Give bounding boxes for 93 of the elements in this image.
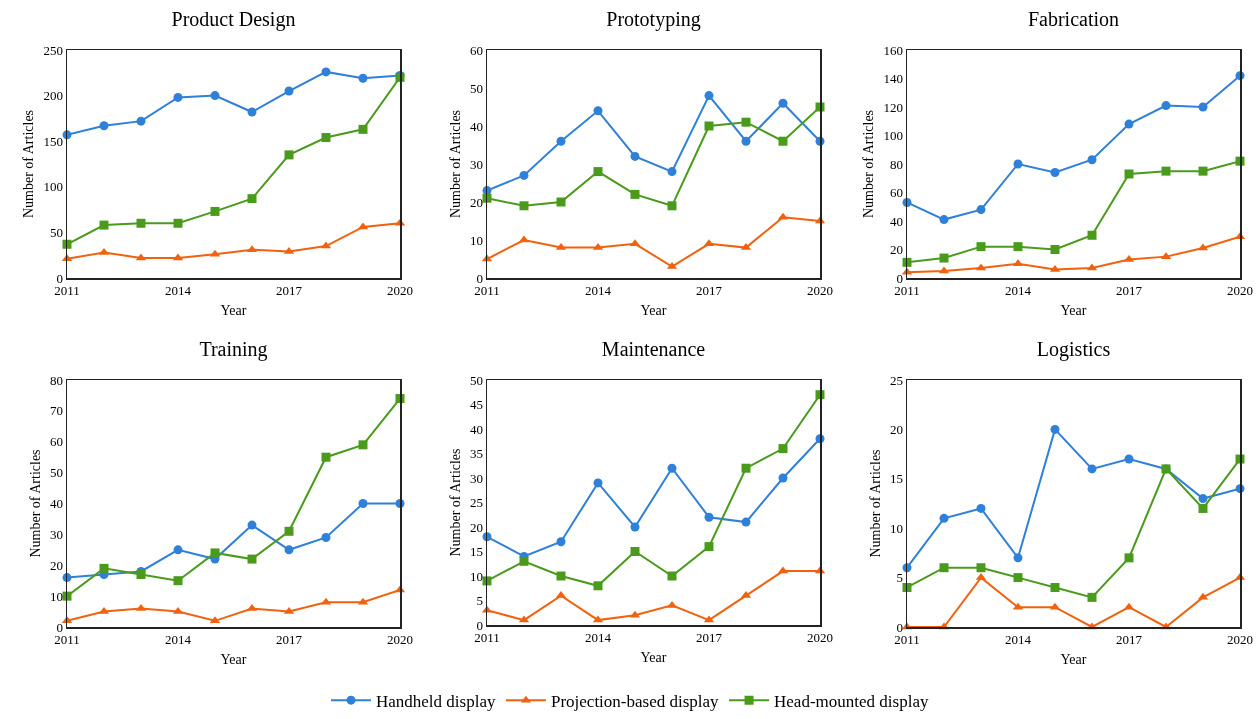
x-axis-title: Year [220, 652, 247, 668]
y-tick-label: 10 [469, 568, 483, 584]
y-tick-label: 50 [49, 224, 63, 240]
x-tick-label: 2017 [276, 283, 303, 299]
y-tick-label: 20 [469, 194, 483, 210]
y-tick-label: 10 [889, 520, 903, 536]
x-tick-label: 2017 [1116, 283, 1143, 299]
y-tick-label: 70 [49, 403, 63, 419]
x-tick-label: 2020 [387, 632, 413, 648]
y-tick-label: 200 [43, 88, 63, 104]
y-tick-label: 250 [43, 42, 63, 58]
y-tick-label: 0 [896, 270, 903, 286]
y-tick-label: 150 [43, 133, 63, 149]
y-axis-title: Number of Articles [21, 109, 37, 219]
y-tick-label: 15 [889, 471, 903, 487]
x-tick-label: 2020 [807, 630, 833, 646]
y-tick-label: 10 [49, 588, 63, 604]
legend-label: Handheld display [376, 691, 496, 711]
x-axis-title: Year [1060, 303, 1087, 319]
y-tick-label: 40 [469, 118, 483, 134]
legend-label: Projection-based display [550, 691, 720, 711]
chart-title: Maintenance [601, 338, 706, 360]
y-tick-label: 100 [43, 179, 63, 195]
y-tick-label: 25 [469, 495, 483, 511]
chart-title: Logistics [1036, 338, 1111, 361]
legend-label: Head-mounted display [774, 691, 929, 711]
y-tick-label: 120 [883, 99, 903, 115]
y-tick-label: 100 [883, 128, 903, 144]
x-tick-label: 2020 [387, 283, 413, 299]
y-tick-label: 40 [889, 213, 903, 229]
y-tick-label: 25 [889, 372, 903, 388]
y-tick-label: 140 [883, 71, 903, 87]
x-axis-title: Year [220, 303, 247, 319]
y-tick-label: 0 [476, 617, 483, 633]
y-tick-label: 20 [469, 519, 483, 535]
y-axis-title: Number of Articles [27, 449, 43, 558]
x-tick-label: 2011 [54, 632, 80, 648]
y-axis-title: Number of Articles [867, 449, 883, 558]
y-tick-label: 30 [469, 156, 483, 172]
y-axis-title: Number of Articles [861, 109, 877, 219]
y-tick-label: 80 [49, 372, 63, 388]
y-tick-label: 10 [469, 232, 483, 248]
x-tick-label: 2014 [165, 632, 192, 648]
x-tick-label: 2014 [1005, 632, 1032, 648]
chart-title: Fabrication [1027, 8, 1120, 30]
x-tick-label: 2011 [894, 632, 920, 648]
x-axis-title: Year [640, 650, 667, 666]
x-tick-label: 2017 [696, 283, 723, 299]
y-tick-label: 15 [469, 544, 483, 560]
y-tick-label: 20 [49, 557, 63, 573]
y-tick-label: 30 [49, 526, 63, 542]
y-tick-label: 30 [469, 470, 483, 486]
y-tick-label: 35 [469, 446, 483, 462]
y-tick-label: 0 [56, 619, 63, 635]
x-axis-title: Year [1060, 652, 1087, 668]
x-tick-label: 2020 [807, 283, 833, 299]
x-tick-label: 2014 [1005, 283, 1032, 299]
x-tick-label: 2017 [1116, 632, 1143, 648]
y-tick-label: 40 [49, 496, 63, 512]
x-tick-label: 2020 [1227, 632, 1253, 648]
x-tick-label: 2014 [585, 630, 612, 646]
y-axis-title: Number of Articles [447, 448, 463, 557]
y-tick-label: 80 [889, 156, 903, 172]
y-tick-label: 40 [469, 421, 483, 437]
y-tick-label: 60 [889, 185, 903, 201]
y-tick-label: 60 [469, 42, 483, 58]
x-tick-label: 2011 [54, 283, 80, 299]
chart-title: Prototyping [606, 8, 701, 31]
y-tick-label: 0 [56, 270, 63, 286]
y-tick-label: 5 [476, 593, 483, 609]
y-tick-label: 0 [896, 619, 903, 635]
x-tick-label: 2011 [894, 283, 920, 299]
y-tick-label: 50 [469, 80, 483, 96]
x-tick-label: 2014 [585, 283, 612, 299]
y-tick-label: 60 [49, 434, 63, 450]
y-tick-label: 50 [469, 372, 483, 388]
y-axis-title: Number of Articles [447, 109, 463, 219]
y-tick-label: 20 [889, 421, 903, 437]
x-axis-title: Year [640, 303, 667, 319]
y-tick-label: 160 [883, 42, 903, 58]
y-tick-label: 5 [896, 570, 903, 586]
y-tick-label: 20 [889, 242, 903, 258]
y-tick-label: 45 [469, 397, 483, 413]
x-tick-label: 2017 [696, 630, 723, 646]
x-tick-label: 2020 [1227, 283, 1253, 299]
y-tick-label: 50 [49, 465, 63, 481]
x-tick-label: 2017 [276, 632, 303, 648]
x-tick-label: 2011 [474, 283, 500, 299]
chart-title: Product Design [171, 8, 296, 31]
x-tick-label: 2014 [165, 283, 192, 299]
y-tick-label: 0 [476, 270, 483, 286]
chart-title: Training [199, 338, 268, 361]
x-tick-label: 2011 [474, 630, 500, 646]
